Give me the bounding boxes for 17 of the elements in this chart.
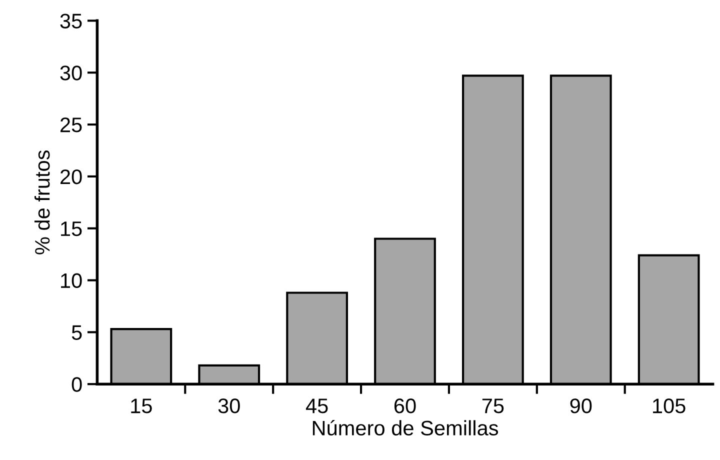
y-tick-label: 5 xyxy=(72,325,82,340)
y-tick-label: 30 xyxy=(60,66,82,80)
y-tick-label: 0 xyxy=(72,377,82,392)
y-tick-label: 10 xyxy=(61,273,82,288)
x-axis-title: Número de Semillas xyxy=(312,420,498,436)
y-tick-label: 35 xyxy=(60,14,82,28)
x-tick-label: 45 xyxy=(306,398,328,414)
x-tick-label: 90 xyxy=(570,398,592,414)
x-tick-label: 15 xyxy=(131,398,152,414)
x-tick-label: 60 xyxy=(394,398,416,414)
y-tick-label: 20 xyxy=(60,169,82,184)
x-tick-label: 75 xyxy=(482,398,504,414)
y-tick-label: 25 xyxy=(60,118,82,132)
x-tick-label: 30 xyxy=(218,398,240,414)
y-tick-label: 15 xyxy=(61,222,82,236)
x-tick-label: 105 xyxy=(653,398,686,414)
y-axis-title: % de frutos xyxy=(34,150,50,254)
